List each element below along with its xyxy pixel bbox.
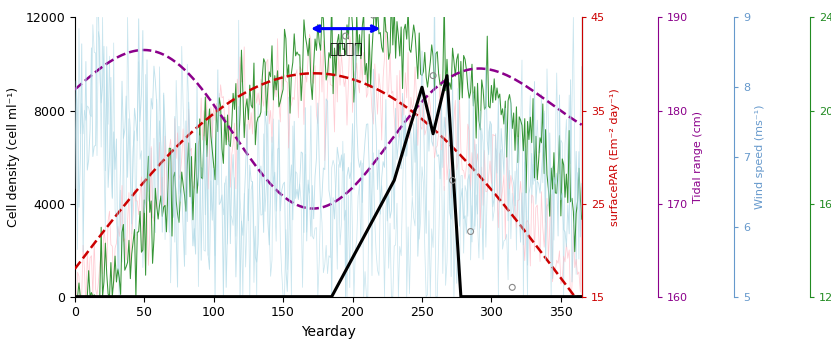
Point (366, 12, 380, 18)
Point (401, 8, 415, 13)
X-axis label: Yearday: Yearday (301, 325, 356, 339)
Point (446, 178, 460, 183)
Y-axis label: Cell density (cell ml⁻¹): Cell density (cell ml⁻¹) (7, 87, 20, 227)
Point (505, 284, 519, 290)
Point (339, 33, 352, 39)
Y-axis label: surfacePAR (Em⁻² day⁻¹): surfacePAR (Em⁻² day⁻¹) (611, 88, 621, 226)
Text: 장마기간: 장마기간 (329, 43, 362, 57)
Y-axis label: Tidal range (cm): Tidal range (cm) (693, 111, 704, 203)
Point (426, 73, 440, 79)
Point (464, 229, 477, 234)
Y-axis label: Wind speed (ms⁻¹): Wind speed (ms⁻¹) (755, 105, 765, 209)
